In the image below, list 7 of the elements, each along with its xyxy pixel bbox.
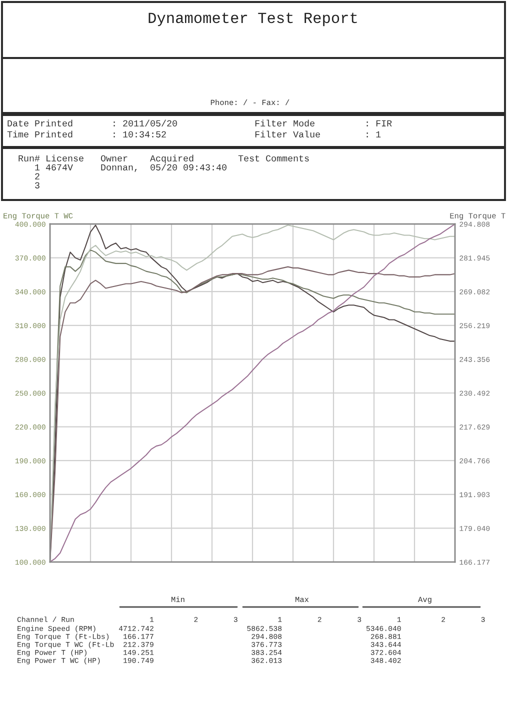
- text: 1 4674V Donnan, 05/20 09:43:40: [35, 164, 226, 172]
- text: 2: [35, 173, 40, 180]
- chart-title: Dynamometer Test Report: [148, 12, 357, 26]
- text: Date Printed : 2011/05/20 Filter Mode : FIR: [8, 120, 392, 126]
- text: Run# License Owner Acquired Test Comments: [18, 154, 309, 164]
- text: 3: [35, 182, 40, 188]
- text: Time Printed : 10:34:52 Filter Value : 1: [7, 130, 381, 138]
